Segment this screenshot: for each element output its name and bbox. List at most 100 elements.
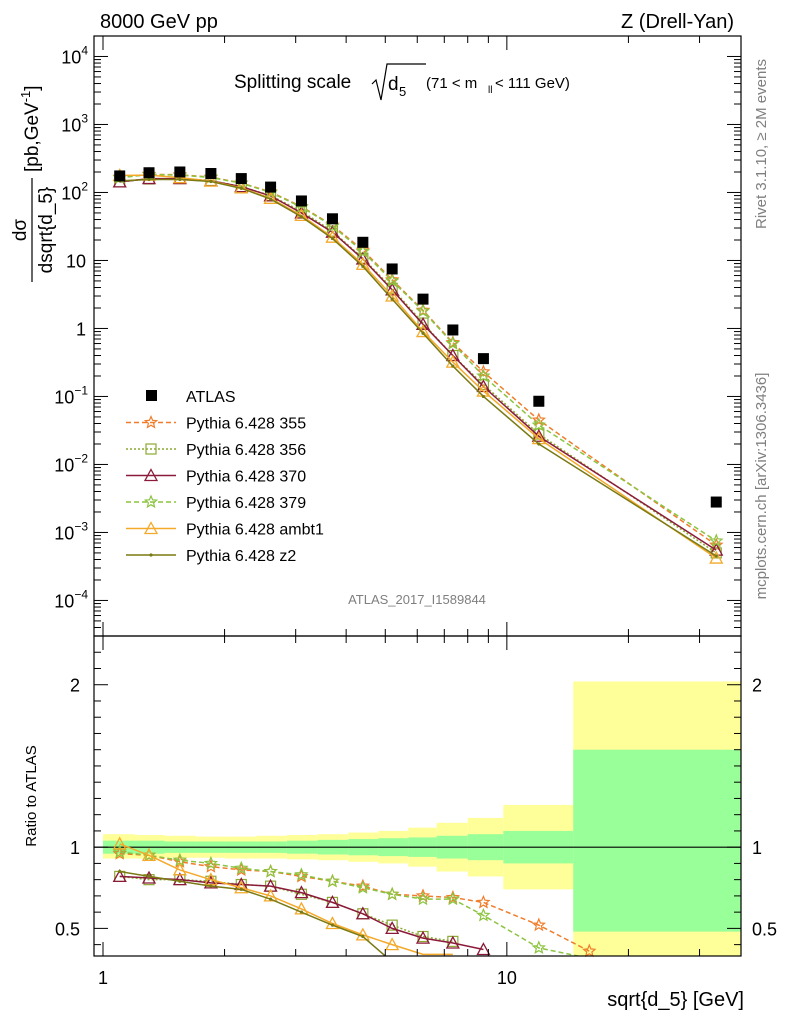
atlas-data-point [447, 324, 459, 336]
series-point [709, 550, 724, 564]
ratio-point [263, 863, 278, 878]
series-point [361, 264, 365, 268]
atlas-data-point [114, 170, 126, 182]
legend-marker [145, 443, 157, 455]
y-title-denominator: dsqrt{d_5} [36, 187, 57, 274]
series-point [445, 335, 461, 350]
series-point [178, 177, 182, 182]
ratio-point [476, 942, 491, 956]
ratio-line [119, 870, 386, 956]
ratio-point [476, 894, 491, 909]
ratio-y-tick-label-right: 2 [752, 676, 762, 696]
legend-entry: Pythia 6.428 ambt1 [126, 521, 324, 539]
series-point [415, 303, 431, 318]
ratio-series-ambt1 [112, 836, 453, 956]
series-point [451, 364, 455, 368]
sqrt-sign-icon [371, 63, 426, 101]
title-prefix: Splitting scale [234, 72, 351, 93]
ratio-point [172, 872, 187, 886]
legend-atlas-label: ATLAS [186, 389, 236, 406]
series-point [476, 364, 491, 378]
ratio-series-356 [114, 870, 459, 947]
ratio-bands [94, 681, 741, 956]
atlas-data-point [265, 181, 277, 193]
y-tick-label: 10−4 [54, 587, 88, 611]
legend-entry: Pythia 6.428 355 [126, 414, 306, 433]
ratio-series-layer [112, 836, 597, 958]
series-point [476, 368, 491, 383]
legend-entry-atlas: ATLAS [146, 389, 236, 406]
ratio-point [385, 921, 400, 935]
legend-marker [143, 521, 159, 535]
ratio-point [209, 884, 213, 888]
ratio-point [112, 869, 127, 883]
legend-label: Pythia 6.428 355 [186, 416, 306, 433]
ratio-point [445, 891, 461, 906]
y-tick-label: 103 [61, 111, 88, 135]
ratio-point [203, 875, 218, 889]
atlas-data-point [235, 173, 247, 185]
atlas-data-point [143, 167, 155, 179]
ratio-point [172, 862, 187, 876]
ratio-point [415, 891, 431, 906]
series-z2 [118, 177, 718, 558]
legend-marker [143, 414, 159, 429]
series-379 [112, 167, 724, 548]
header-process-label: Z (Drell-Yan) [621, 11, 734, 33]
series-point [239, 186, 243, 190]
ratio-series-370 [112, 869, 491, 956]
legend-entry: Pythia 6.428 z2 [126, 548, 296, 565]
series-point [209, 179, 213, 184]
x-tick-label: 10 [497, 968, 517, 988]
ratio-point [385, 886, 400, 901]
series-point [415, 316, 431, 330]
series-point [385, 272, 400, 286]
ratio-point [330, 923, 335, 927]
series-point [531, 417, 546, 432]
series-point [708, 533, 724, 548]
series-point [415, 302, 431, 317]
ratio-y-axis-title: Ratio to ATLAS [23, 745, 40, 846]
title-cut-close: < 111 GeV) [495, 75, 570, 92]
legend-label: Pythia 6.428 356 [186, 442, 306, 459]
main-series-layer [112, 166, 724, 564]
ratio-point [355, 927, 370, 941]
axes-layer: 1 10 10−4 10−3 10−2 10−1 1 10 102 103 104 0.5 0.5 1 1 2… [54, 35, 777, 988]
rivet-version-label: Rivet 3.1.10, ≥ 2M events [753, 59, 770, 229]
ratio-point [325, 873, 340, 888]
ratio-line [119, 843, 453, 956]
ratio-point [263, 888, 278, 902]
ratio-y-tick-label: 2 [70, 676, 80, 696]
series-point [537, 442, 541, 446]
y-title-numerator: dσ [10, 219, 31, 242]
series-point [385, 273, 400, 288]
ratio-series-z2 [118, 869, 386, 956]
atlas-data-point [417, 293, 429, 305]
plot-title: Splitting scale d 5 (71 < m ll < 111 GeV… [234, 63, 570, 101]
ratio-point [385, 937, 400, 951]
y-tick-label: 10 [66, 251, 86, 271]
series-line [119, 173, 717, 542]
ratio-point [239, 887, 243, 892]
ratio-point [476, 907, 491, 922]
ratio-point [355, 906, 370, 920]
ratio-point [294, 901, 309, 915]
ratio-point [234, 860, 249, 875]
y-tick-label: 10−1 [54, 383, 88, 407]
y-tick-label: 102 [61, 179, 88, 203]
legend-atlas-marker [146, 390, 157, 401]
main-y-axis-title: dσ dsqrt{d_5} [pb,GeV-1] [10, 85, 57, 282]
ratio-point [325, 895, 340, 909]
title-cut-sub: ll [488, 85, 492, 96]
series-point [445, 348, 460, 362]
series-line [119, 173, 717, 546]
series-point [481, 394, 486, 399]
ratio-point [355, 878, 371, 893]
ratio-point [582, 943, 597, 958]
x-tick-label: 1 [98, 968, 108, 988]
ratio-point [112, 836, 127, 850]
ratio-y-tick-label-right: 0.5 [752, 919, 777, 939]
ratio-point [531, 917, 546, 932]
ratio-point [361, 934, 365, 939]
